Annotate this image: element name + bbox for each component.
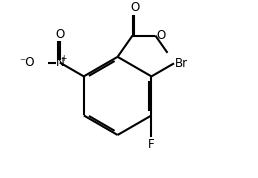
Text: O: O [156, 29, 165, 42]
Text: N: N [55, 56, 64, 69]
Text: +: + [61, 54, 67, 64]
Text: O: O [55, 28, 64, 41]
Text: F: F [148, 138, 155, 151]
Text: Br: Br [175, 57, 188, 70]
Text: ⁻O: ⁻O [19, 56, 35, 69]
Text: O: O [131, 1, 140, 14]
